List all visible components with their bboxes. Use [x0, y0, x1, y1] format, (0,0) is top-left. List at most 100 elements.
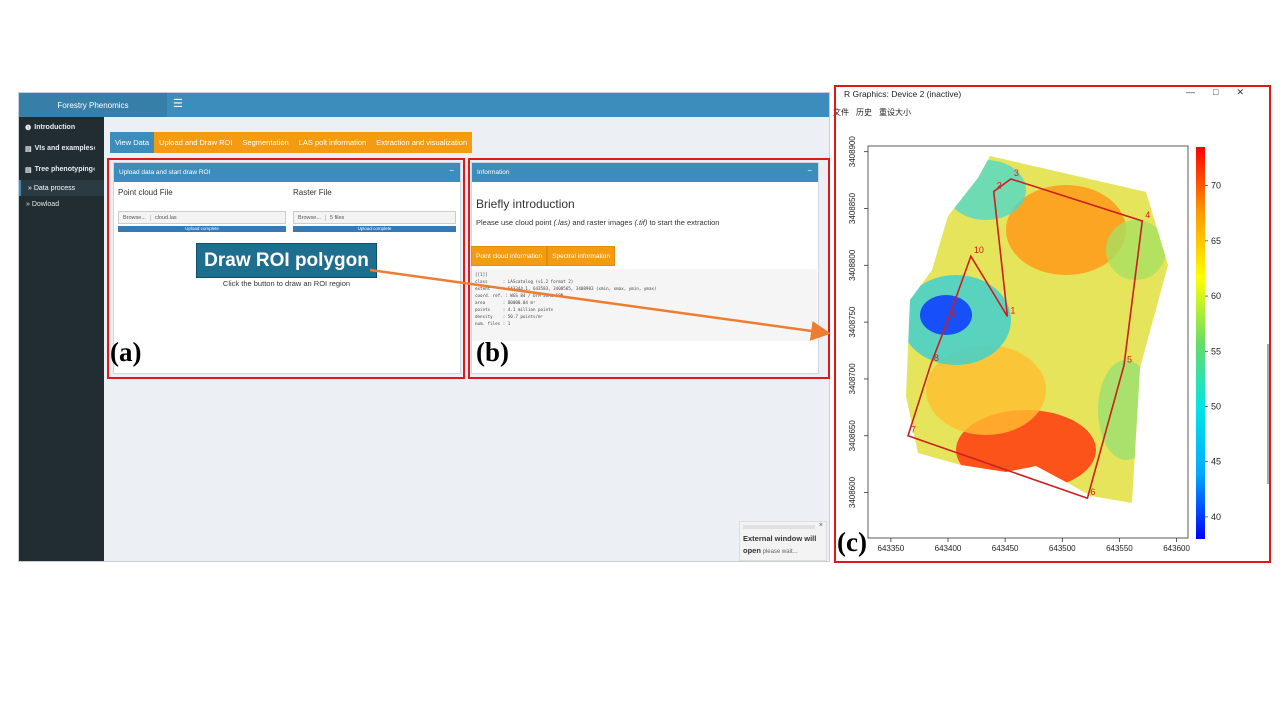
- roi-vertex-label: 2: [997, 180, 1002, 190]
- point-cloud: [906, 156, 1168, 503]
- menu-resize[interactable]: 重设大小: [879, 108, 911, 117]
- y-tick-label: 3408700: [848, 363, 857, 395]
- table-icon: ▤: [25, 145, 32, 153]
- raster-file-input[interactable]: Browse... 5 files: [293, 211, 456, 224]
- minimize-icon[interactable]: −: [807, 166, 812, 175]
- colorbar-tick-label: 65: [1211, 236, 1221, 246]
- point-cloud-label: Point cloud File: [118, 188, 173, 197]
- intro-description: Please use cloud point (.las) and raster…: [476, 218, 720, 227]
- colorbar-tick-label: 50: [1211, 401, 1221, 411]
- hamburger-icon[interactable]: ☰: [173, 98, 183, 110]
- y-tick-label: 3408850: [848, 192, 857, 224]
- table-icon: ▤: [25, 166, 32, 174]
- point-cloud-plot: 643350 643400 643450 643500 643550 643600 340…: [848, 136, 1221, 553]
- panel-label-a: (a): [110, 337, 142, 367]
- tab-point-cloud-info[interactable]: Point cloud information: [471, 246, 548, 266]
- colorbar-tick-label: 45: [1211, 457, 1221, 467]
- roi-vertex-label: 8: [934, 353, 939, 363]
- x-tick-label: 643400: [935, 544, 962, 553]
- chevron-left-icon: ‹: [93, 145, 96, 152]
- browse-button[interactable]: Browse...: [119, 214, 151, 221]
- browse-button[interactable]: Browse...: [294, 214, 326, 221]
- x-tick-label: 643450: [992, 544, 1019, 553]
- sidebar-sub-data-process[interactable]: » Data process: [19, 180, 104, 196]
- tab-upload-draw-roi[interactable]: Upload and Draw ROI: [154, 132, 238, 153]
- menu-file[interactable]: 文件: [833, 108, 849, 117]
- colorbar-scale: [1196, 147, 1205, 539]
- sidebar-item-introduction[interactable]: ❶ Introduction: [25, 124, 76, 132]
- tab-las-plot-info[interactable]: LAS polt information: [293, 132, 372, 153]
- x-tick-label: 643500: [1049, 544, 1076, 553]
- top-navbar: ☰: [167, 93, 829, 117]
- cloud-region: [926, 345, 1046, 435]
- roi-vertex-label: 3: [1014, 168, 1019, 178]
- tab-view-data[interactable]: View Data: [110, 132, 155, 153]
- roi-vertex-label: 6: [1090, 487, 1095, 497]
- draw-roi-button[interactable]: Draw ROI polygon: [196, 243, 377, 278]
- double-chevron-icon: »: [26, 200, 32, 208]
- roi-vertex-label: 4: [1145, 210, 1150, 220]
- menu-history[interactable]: 历史: [856, 108, 872, 117]
- colorbar: 40 45 50 55 60 65 70: [1196, 147, 1221, 539]
- raster-filename: 5 files: [329, 214, 345, 221]
- colorbar-tick-label: 55: [1211, 346, 1221, 356]
- panel-a-frame: [107, 158, 465, 379]
- roi-vertex-label: 1: [1010, 305, 1015, 315]
- chevron-left-icon: ‹: [92, 166, 96, 173]
- main-content: View Data Upload and Draw ROI Segmentati…: [104, 117, 829, 561]
- window-controls[interactable]: —□✕: [1186, 87, 1262, 97]
- panel-label-c: (c): [837, 527, 867, 557]
- raster-label: Raster File: [293, 188, 332, 197]
- toast-line1: External window will: [743, 534, 817, 543]
- sidebar-sub-download[interactable]: » Dowload: [26, 200, 60, 208]
- information-box-header: Information −: [472, 163, 818, 182]
- roi-polygon: 1 2 3 4 5 6 7 8 9 10: [907, 168, 1150, 500]
- intro-heading: Briefly introduction: [476, 197, 575, 211]
- y-tick-label: 3408750: [848, 306, 857, 338]
- roi-vertex-label: 9: [951, 309, 956, 319]
- tab-extraction-visualization[interactable]: Extraction and visualization: [371, 132, 473, 153]
- roi-vertex-label: 7: [911, 425, 916, 435]
- point-cloud-progress: Upload complete: [118, 226, 286, 232]
- point-cloud-file-input[interactable]: Browse... cloud.las: [118, 211, 286, 224]
- colorbar-tick-label: 70: [1211, 181, 1221, 191]
- sidebar-item-vis-examples[interactable]: ▤ VIs and examples ‹: [25, 145, 96, 153]
- r-window-title: R Graphics: Device 2 (inactive): [844, 89, 962, 99]
- info-icon: ❶: [25, 124, 32, 132]
- minimize-icon[interactable]: −: [449, 166, 454, 175]
- roi-vertex-label: 5: [1127, 354, 1132, 364]
- cloud-region: [1006, 185, 1126, 275]
- sidebar: ❶ Introduction ▤ VIs and examples ‹ ▤ Tree p…: [19, 117, 104, 561]
- flow-arrow: [369, 268, 831, 341]
- sidebar-item-tree-phenotyping[interactable]: ▤ Tree phenotyping ‹: [25, 166, 96, 174]
- x-tick-label: 643600: [1163, 544, 1190, 553]
- cloud-region: [1106, 220, 1166, 280]
- draw-roi-hint: Click the button to draw an ROI region: [222, 279, 351, 288]
- info-tab-bar: Point cloud information Spectral informa…: [471, 246, 615, 266]
- external-window-toast: × External window will open please wait.…: [739, 521, 827, 561]
- point-cloud-filename: cloud.las: [154, 214, 177, 221]
- y-tick-label: 3408600: [848, 476, 857, 508]
- r-menu-bar: 文件 历史 重设大小: [833, 107, 918, 118]
- y-tick-label: 3408900: [848, 136, 857, 168]
- x-tick-label: 643350: [878, 544, 905, 553]
- y-tick-label: 3408650: [848, 420, 857, 452]
- double-chevron-icon: »: [28, 184, 34, 192]
- roi-outline: [907, 178, 1144, 500]
- close-icon[interactable]: ×: [818, 522, 823, 529]
- cloud-region: [920, 295, 972, 335]
- x-axis: 643350 643400 643450 643500 643550 643600: [878, 538, 1190, 553]
- x-tick-label: 643550: [1106, 544, 1133, 553]
- scrollbar[interactable]: [1267, 344, 1270, 484]
- tab-segmentation[interactable]: Segmentation: [237, 132, 294, 153]
- raster-progress: Upload complete: [293, 226, 456, 232]
- tab-spectral-info[interactable]: Spectral information: [547, 246, 615, 266]
- panel-b-frame: [468, 158, 830, 379]
- tab-bar: View Data Upload and Draw ROI Segmentati…: [110, 132, 473, 153]
- colorbar-tick-label: 60: [1211, 291, 1221, 301]
- colorbar-tick-label: 40: [1211, 512, 1221, 522]
- roi-vertex-label: 10: [974, 245, 984, 255]
- toast-progress: [743, 525, 815, 529]
- toast-line2: open please wait...: [743, 546, 798, 555]
